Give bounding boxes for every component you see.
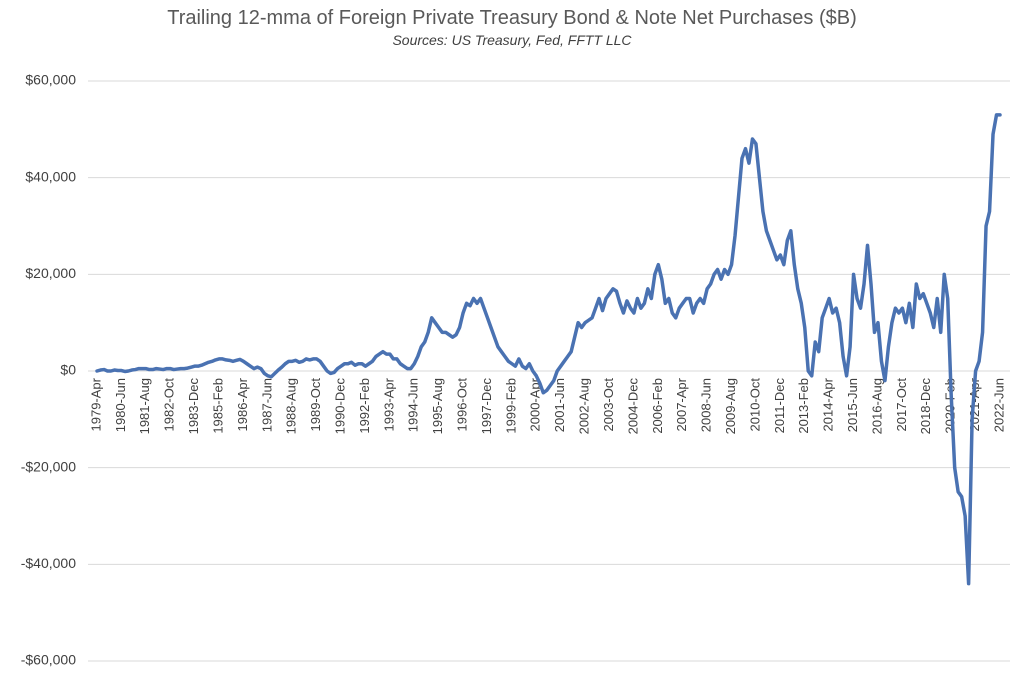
x-tick-label: 1990-Dec xyxy=(332,378,347,435)
chart-subtitle: Sources: US Treasury, Fed, FFTT LLC xyxy=(392,32,632,48)
x-tick-label: 1996-Oct xyxy=(455,378,470,432)
data-line xyxy=(95,113,1002,586)
x-tick-label: 2003-Oct xyxy=(601,378,616,432)
y-tick-label: $0 xyxy=(60,362,76,378)
y-tick-label: -$40,000 xyxy=(21,555,76,571)
x-tick-label: 2015-Jun xyxy=(845,378,860,432)
x-tick-label: 2016-Aug xyxy=(869,378,884,434)
x-tick-label: 2009-Aug xyxy=(723,378,738,434)
x-tick-label: 1982-Oct xyxy=(162,378,177,432)
x-tick-label: 2002-Aug xyxy=(577,378,592,434)
x-tick-label: 1988-Aug xyxy=(284,378,299,434)
x-tick-label: 1995-Aug xyxy=(430,378,445,434)
x-tick-label: 1986-Apr xyxy=(235,377,250,431)
x-tick-label: 2018-Dec xyxy=(918,378,933,435)
y-tick-label: $40,000 xyxy=(25,168,76,184)
x-tick-label: 1980-Jun xyxy=(113,378,128,432)
x-tick-label: 2014-Apr xyxy=(821,377,836,431)
x-tick-label: 2013-Feb xyxy=(796,378,811,434)
x-tick-label: 2000-Apr xyxy=(528,377,543,431)
y-tick-label: -$20,000 xyxy=(21,458,76,474)
x-tick-label: 2001-Jun xyxy=(552,378,567,432)
x-tick-label: 1994-Jun xyxy=(406,378,421,432)
x-tick-label: 2006-Feb xyxy=(650,378,665,434)
x-tick-label: 1985-Feb xyxy=(210,378,225,434)
x-tick-label: 1989-Oct xyxy=(308,378,323,432)
y-tick-label: $60,000 xyxy=(25,72,76,88)
x-tick-label: 2010-Oct xyxy=(747,378,762,432)
x-tick-label: 1992-Feb xyxy=(357,378,372,434)
x-tick-label: 1979-Apr xyxy=(88,377,103,431)
x-tick-label: 1999-Feb xyxy=(503,378,518,434)
x-tick-label: 2017-Oct xyxy=(894,378,909,432)
x-tick-label: 2004-Dec xyxy=(625,378,640,435)
x-tick-label: 1981-Aug xyxy=(137,378,152,434)
x-tick-label: 1993-Apr xyxy=(381,377,396,431)
x-tick-label: 1997-Dec xyxy=(479,378,494,435)
x-tick-label: 2008-Jun xyxy=(699,378,714,432)
x-tick-label: 2022-Jun xyxy=(991,378,1006,432)
x-tick-label: 2011-Dec xyxy=(772,378,787,434)
x-tick-label: 1983-Dec xyxy=(186,378,201,435)
x-tick-label: 1987-Jun xyxy=(259,378,274,432)
y-tick-label: -$60,000 xyxy=(21,652,76,668)
x-tick-label: 2007-Apr xyxy=(674,377,689,431)
chart-title: Trailing 12-mma of Foreign Private Treas… xyxy=(167,7,857,29)
y-tick-label: $20,000 xyxy=(25,265,76,281)
